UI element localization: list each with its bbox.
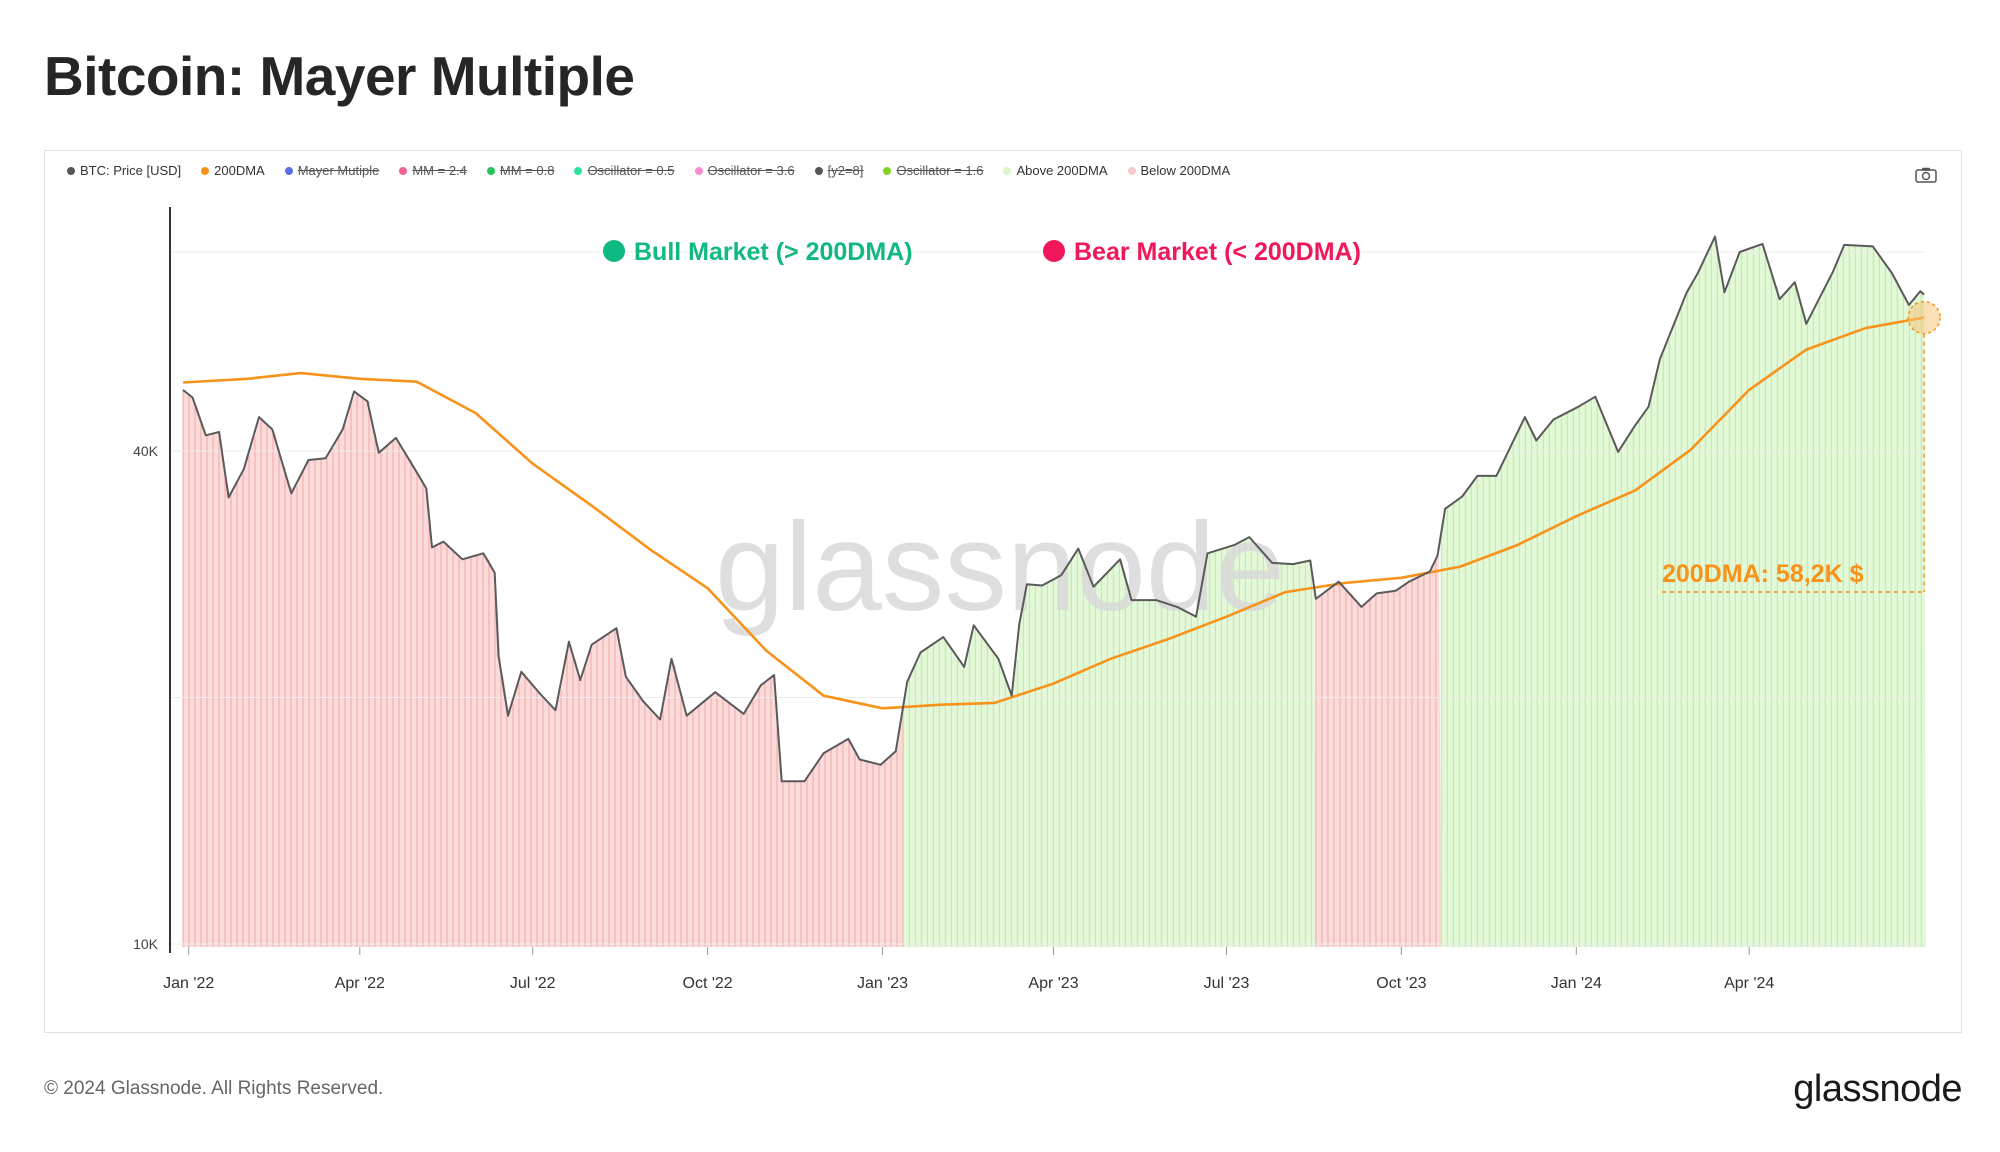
footer-logo: glassnode xyxy=(1793,1068,1962,1110)
legend-marker xyxy=(694,166,703,175)
legend-item[interactable]: [y2=8] xyxy=(814,163,864,178)
bull-market-label: Bull Market (> 200DMA) xyxy=(634,238,913,266)
bear-market-dot xyxy=(1043,240,1065,262)
legend-label: [y2=8] xyxy=(827,163,864,178)
region-fill xyxy=(1315,555,1442,947)
y-tick-label: 40K xyxy=(133,443,159,459)
x-tick-label: Apr '23 xyxy=(1028,975,1078,992)
legend-marker xyxy=(1003,166,1012,175)
annotations: Bull Market (> 200DMA) Bear Market (< 20… xyxy=(603,238,1941,593)
legend-label: 200DMA xyxy=(214,163,265,178)
x-tick-label: Jul '23 xyxy=(1204,975,1250,992)
region-bars xyxy=(182,240,1926,948)
x-tick-label: Jan '24 xyxy=(1551,975,1602,992)
legend-item[interactable]: BTC: Price [USD] xyxy=(67,163,181,178)
legend-item[interactable]: Oscillator = 0.5 xyxy=(574,163,675,178)
legend-item[interactable]: MM = 0.8 xyxy=(486,163,555,178)
legend-label: BTC: Price [USD] xyxy=(80,163,182,178)
watermark: glassnode xyxy=(715,498,1285,637)
x-tick-label: Oct '22 xyxy=(683,975,733,992)
legend-item[interactable]: Below 200DMA xyxy=(1127,163,1231,178)
legend-marker xyxy=(883,166,892,175)
legend-marker xyxy=(814,166,823,175)
page-title: Bitcoin: Mayer Multiple xyxy=(44,45,635,107)
legend-label: Above 200DMA xyxy=(1016,163,1108,178)
camera-icon[interactable] xyxy=(1915,167,1937,183)
bear-market-label: Bear Market (< 200DMA) xyxy=(1074,238,1361,266)
legend-label: Mayer Mutiple xyxy=(297,163,380,178)
legend-marker xyxy=(284,166,293,175)
legend-item[interactable]: Oscillator = 3.6 xyxy=(694,163,795,178)
y-tick-label: 10K xyxy=(133,936,159,952)
x-tick-label: Apr '22 xyxy=(335,975,385,992)
legend-label: Below 200DMA xyxy=(1140,163,1231,178)
x-tick-label: Jan '22 xyxy=(163,975,214,992)
region-fill xyxy=(1441,240,1926,948)
chart-legend: BTC: Price [USD] 200DMA Mayer Mutiple MM = … xyxy=(67,163,1230,178)
legend-label: MM = 0.8 xyxy=(499,163,555,178)
x-axis-ticks: Jan '22 Apr '22 Jul '22 Oct '22 Jan '23 Apr '… xyxy=(163,947,1774,992)
legend-label: Oscillator = 1.6 xyxy=(896,163,984,178)
dma-highlight-marker xyxy=(1907,300,1941,335)
dma-callout-label: 200DMA: 58,2K $ xyxy=(1662,560,1864,588)
legend-item[interactable]: Oscillator = 1.6 xyxy=(883,163,983,178)
legend-label: MM = 2.4 xyxy=(412,163,467,178)
legend-item[interactable]: Mayer Mutiple xyxy=(284,163,380,178)
legend-item[interactable]: 200DMA xyxy=(201,163,265,178)
footer-copyright: © 2024 Glassnode. All Rights Reserved. xyxy=(44,1078,384,1099)
legend-marker xyxy=(574,166,583,175)
legend-marker xyxy=(1127,166,1136,175)
x-tick-label: Oct '23 xyxy=(1376,975,1426,992)
legend-item[interactable]: Above 200DMA xyxy=(1003,163,1108,178)
x-tick-label: Jan '23 xyxy=(857,975,908,992)
chart-container: BTC: Price [USD] 200DMA Mayer Mutiple MM = … xyxy=(44,150,1962,1033)
x-tick-label: Apr '24 xyxy=(1724,975,1774,992)
legend-marker xyxy=(201,166,210,175)
y-axis-ticks: 10K 40K xyxy=(133,443,159,952)
legend-marker xyxy=(67,166,75,175)
legend-marker xyxy=(486,166,495,175)
series-btc-price xyxy=(182,235,1925,783)
legend-marker xyxy=(399,166,408,175)
bull-market-dot xyxy=(603,240,625,262)
x-tick-label: Jul '22 xyxy=(510,975,556,992)
legend-item[interactable]: MM = 2.4 xyxy=(399,163,467,178)
region-fill xyxy=(903,538,1316,947)
series-200dma xyxy=(182,316,1925,710)
legend-label: Oscillator = 3.6 xyxy=(707,163,795,178)
legend-label: Oscillator = 0.5 xyxy=(587,163,675,178)
